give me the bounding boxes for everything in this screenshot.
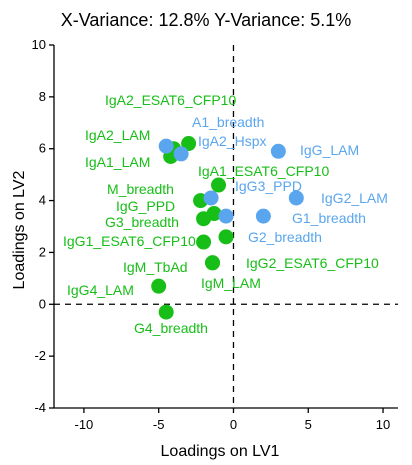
- x-tick-label: 5: [305, 417, 312, 432]
- data-point: [288, 190, 304, 206]
- data-point: [205, 255, 221, 271]
- point-label: IgA2_Hspx: [198, 133, 266, 149]
- x-axis-label: Loadings on LV1: [161, 443, 280, 460]
- data-point: [196, 234, 212, 250]
- point-label: IgG_PPD: [116, 198, 175, 214]
- y-tick-label: 10: [32, 37, 46, 52]
- point-label: IgA1_ESAT6_CFP10: [198, 163, 329, 179]
- point-label: G2_breadth: [248, 229, 322, 245]
- data-point: [211, 177, 227, 193]
- y-tick-label: 2: [39, 244, 46, 259]
- point-label: IgG2_ESAT6_CFP10: [246, 255, 379, 271]
- point-label: G3_breadth: [105, 214, 179, 230]
- point-label: M_breadth: [107, 181, 174, 197]
- x-tick-label: 0: [230, 417, 237, 432]
- point-label: IgA1_LAM: [85, 154, 150, 170]
- point-label: IgA2_LAM: [85, 127, 150, 143]
- point-label: IgG2_LAM: [321, 190, 388, 206]
- y-tick-label: -4: [34, 400, 46, 415]
- data-point: [158, 138, 174, 154]
- point-label: IgM_TbAd: [123, 259, 188, 275]
- data-point: [203, 190, 219, 206]
- point-label: IgA2_ESAT6_CFP10: [105, 92, 236, 108]
- point-label: A1_breadth: [192, 114, 264, 130]
- y-tick-label: -2: [34, 348, 46, 363]
- point-label: G1_breadth: [292, 210, 366, 226]
- chart-title: X-Variance: 12.8% Y-Variance: 5.1%: [61, 10, 352, 30]
- point-label: IgM_LAM: [201, 275, 261, 291]
- data-point: [196, 211, 212, 227]
- data-point: [255, 208, 271, 224]
- y-tick-label: 0: [39, 296, 46, 311]
- plot-area: -10 -5 0 5 10 -4 -2 0 2 4 6 8 10 IgA2_ESAT6_CFP10 IgA2…: [32, 37, 398, 432]
- data-point: [151, 278, 167, 294]
- point-label: IgG3_PPD: [235, 178, 302, 194]
- point-label: IgG4_LAM: [67, 282, 134, 298]
- point-label: IgG1_ESAT6_CFP10: [63, 233, 196, 249]
- y-tick-label: 6: [39, 141, 46, 156]
- data-point: [218, 208, 234, 224]
- x-tick-label: -5: [153, 417, 165, 432]
- data-point: [173, 146, 189, 162]
- point-label: IgG_LAM: [300, 142, 359, 158]
- data-point: [158, 304, 174, 320]
- y-axis-label: Loadings on LV2: [11, 170, 28, 289]
- data-point: [181, 136, 197, 152]
- x-tick-label: -10: [75, 417, 94, 432]
- y-tick-label: 8: [39, 89, 46, 104]
- data-point: [218, 229, 234, 245]
- y-tick-label: 4: [39, 193, 46, 208]
- data-point: [270, 143, 286, 159]
- x-tick-label: 10: [376, 417, 390, 432]
- point-label: G4_breadth: [134, 320, 208, 336]
